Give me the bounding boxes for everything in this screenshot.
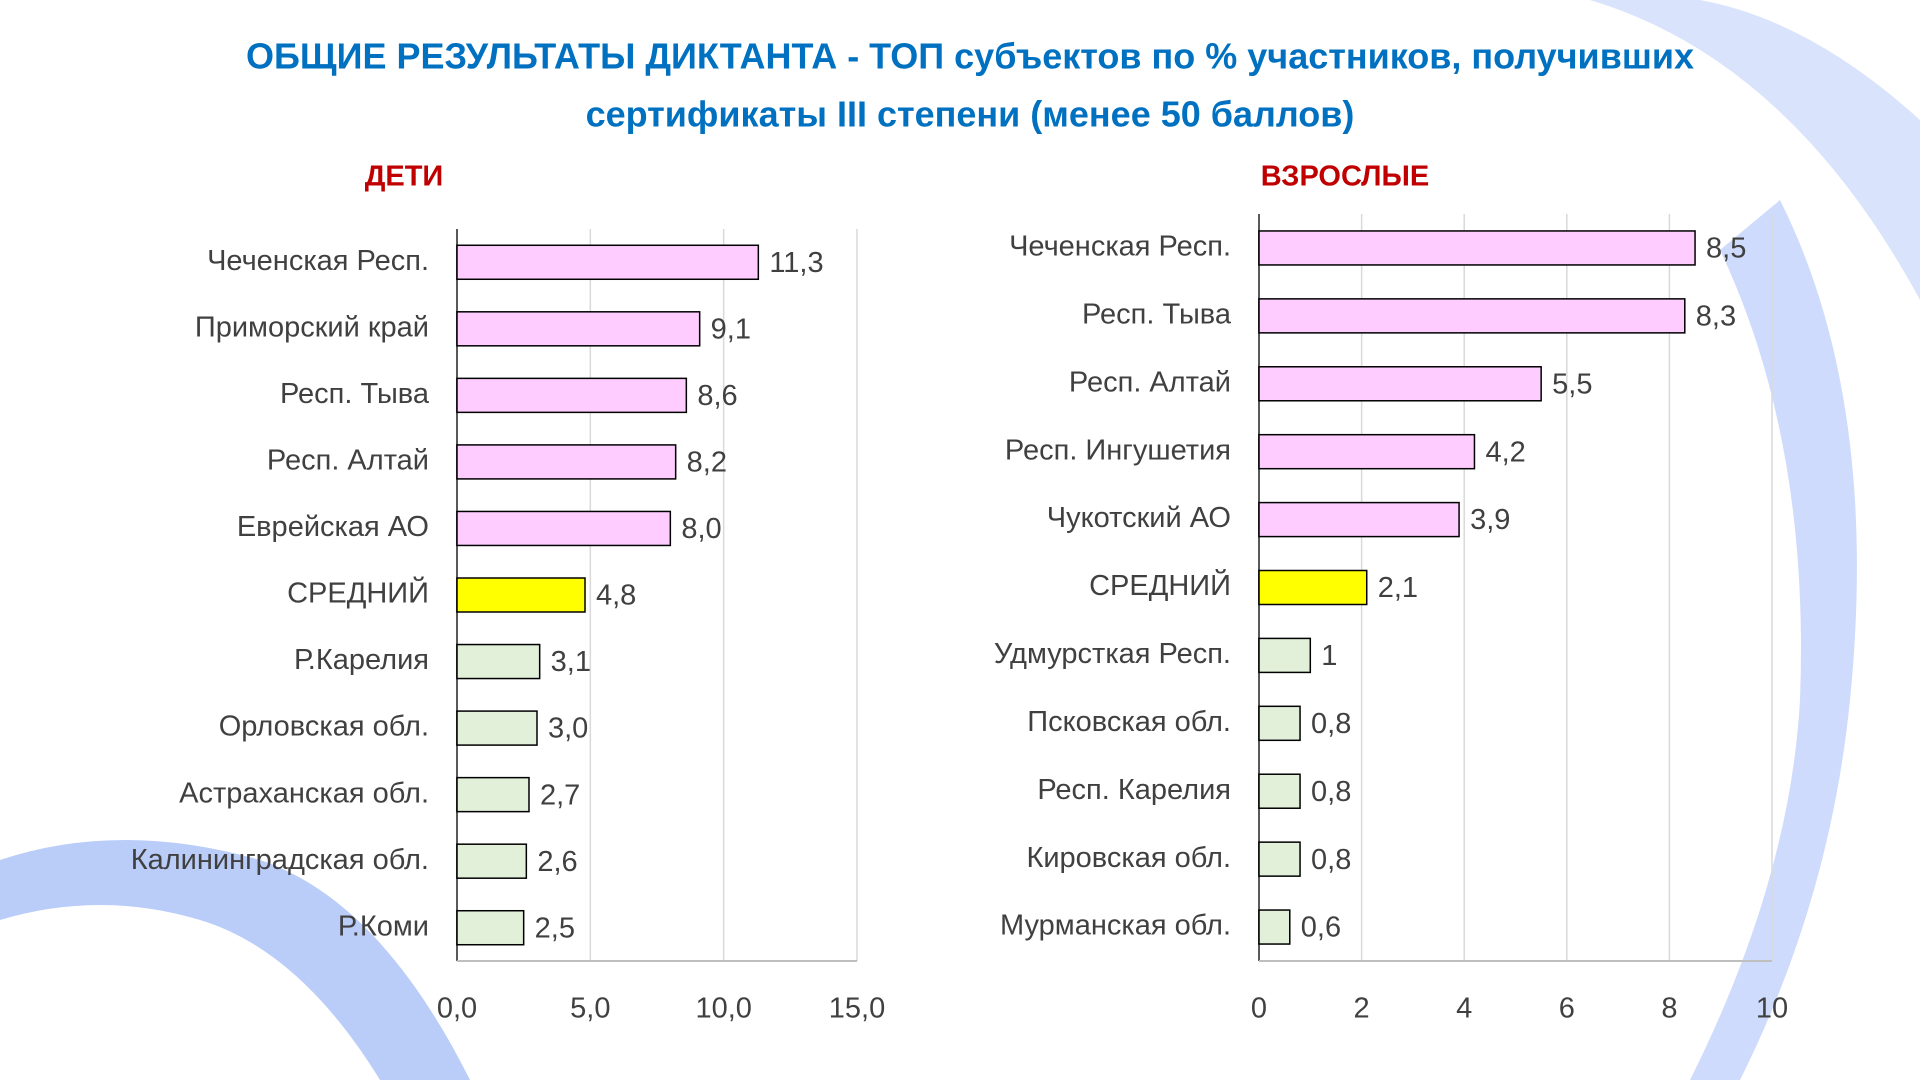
value-label: 8,0 (681, 513, 721, 545)
value-label: 0,8 (1311, 708, 1351, 740)
bar (456, 909, 525, 946)
category-label: Псковская обл. (1027, 706, 1231, 738)
value-label: 8,6 (697, 380, 737, 412)
x-tick-label: 2 (1354, 993, 1370, 1025)
bar (1258, 841, 1301, 877)
value-label: 8,2 (687, 447, 727, 479)
category-label: Приморский край (195, 311, 429, 343)
bar (1258, 298, 1686, 334)
bar (456, 444, 677, 480)
chart-subtitle: ВЗРОСЛЫЕ (1261, 161, 1430, 193)
bar (1258, 637, 1312, 674)
bar (1258, 909, 1291, 945)
value-label: 9,1 (711, 313, 751, 345)
value-label: 3,9 (1470, 504, 1510, 536)
category-label: Чеченская Респ. (1009, 231, 1231, 263)
bar (456, 377, 688, 414)
value-label: 8,5 (1706, 233, 1746, 265)
value-label: 0,8 (1311, 776, 1351, 808)
bar (456, 776, 530, 813)
value-label: 8,3 (1696, 301, 1736, 333)
bar (1258, 773, 1301, 809)
x-tick-label: 0 (1251, 993, 1267, 1025)
value-label: 2,1 (1378, 572, 1418, 604)
bar (456, 244, 760, 281)
value-label: 3,1 (551, 646, 591, 678)
bar (1258, 501, 1460, 538)
x-tick-label: 15,0 (829, 993, 885, 1025)
category-label: Чеченская Респ. (207, 245, 429, 277)
bar (456, 510, 672, 547)
bar (1258, 230, 1696, 266)
category-label: Кировская обл. (1026, 842, 1231, 874)
bar (1258, 569, 1368, 606)
x-tick-label: 10 (1756, 993, 1788, 1025)
category-label: Респ. Тыва (1082, 299, 1232, 331)
x-tick-label: 10,0 (695, 993, 751, 1025)
value-label: 2,6 (537, 846, 577, 878)
value-label: 3,0 (548, 713, 588, 745)
bar (456, 843, 528, 879)
category-label: Чукотский АО (1047, 502, 1231, 534)
bar (1258, 433, 1476, 470)
value-label: 11,3 (769, 247, 823, 279)
category-label: Р.Карелия (294, 644, 429, 676)
bar (456, 577, 586, 613)
bar (456, 311, 701, 347)
category-label: Орловская обл. (219, 711, 429, 743)
category-label: Астраханская обл. (179, 777, 429, 809)
title-line: сертификаты III степени (менее 50 баллов… (586, 94, 1355, 135)
value-label: 0,8 (1311, 844, 1351, 876)
category-label: СРЕДНИЙ (1089, 568, 1231, 602)
category-label: Еврейская АО (237, 511, 429, 543)
bar (1258, 705, 1301, 742)
decor (1590, 0, 1920, 300)
value-label: 4,8 (596, 580, 636, 612)
category-label: Мурманская обл. (1000, 910, 1231, 942)
chart-subtitle: ДЕТИ (365, 161, 444, 193)
bar (456, 643, 541, 680)
category-label: Калининградская обл. (131, 844, 429, 876)
x-tick-label: 4 (1456, 993, 1472, 1025)
bar (456, 710, 538, 746)
value-label: 5,5 (1552, 368, 1592, 400)
title-line: ОБЩИЕ РЕЗУЛЬТАТЫ ДИКТАНТА - ТОП субъекто… (246, 36, 1694, 77)
x-tick-label: 0,0 (437, 993, 477, 1025)
value-label: 1 (1321, 640, 1337, 672)
value-label: 2,7 (540, 779, 580, 811)
category-label: СРЕДНИЙ (287, 576, 429, 610)
x-tick-label: 5,0 (570, 993, 610, 1025)
category-label: Респ. Карелия (1037, 774, 1231, 806)
value-label: 2,5 (535, 912, 575, 944)
category-label: Респ. Алтай (1069, 366, 1231, 398)
decor (1690, 200, 1857, 1080)
bar (1258, 366, 1542, 402)
x-tick-label: 8 (1661, 993, 1677, 1025)
decor (0, 840, 470, 1080)
value-label: 0,6 (1301, 912, 1341, 944)
category-label: Удмурсткая Респ. (994, 638, 1231, 670)
category-label: Респ. Ингушетия (1005, 434, 1231, 466)
value-label: 4,2 (1485, 436, 1525, 468)
category-label: Р.Коми (338, 910, 429, 942)
category-label: Респ. Алтай (267, 445, 429, 477)
category-label: Респ. Тыва (280, 378, 430, 410)
x-tick-label: 6 (1559, 993, 1575, 1025)
